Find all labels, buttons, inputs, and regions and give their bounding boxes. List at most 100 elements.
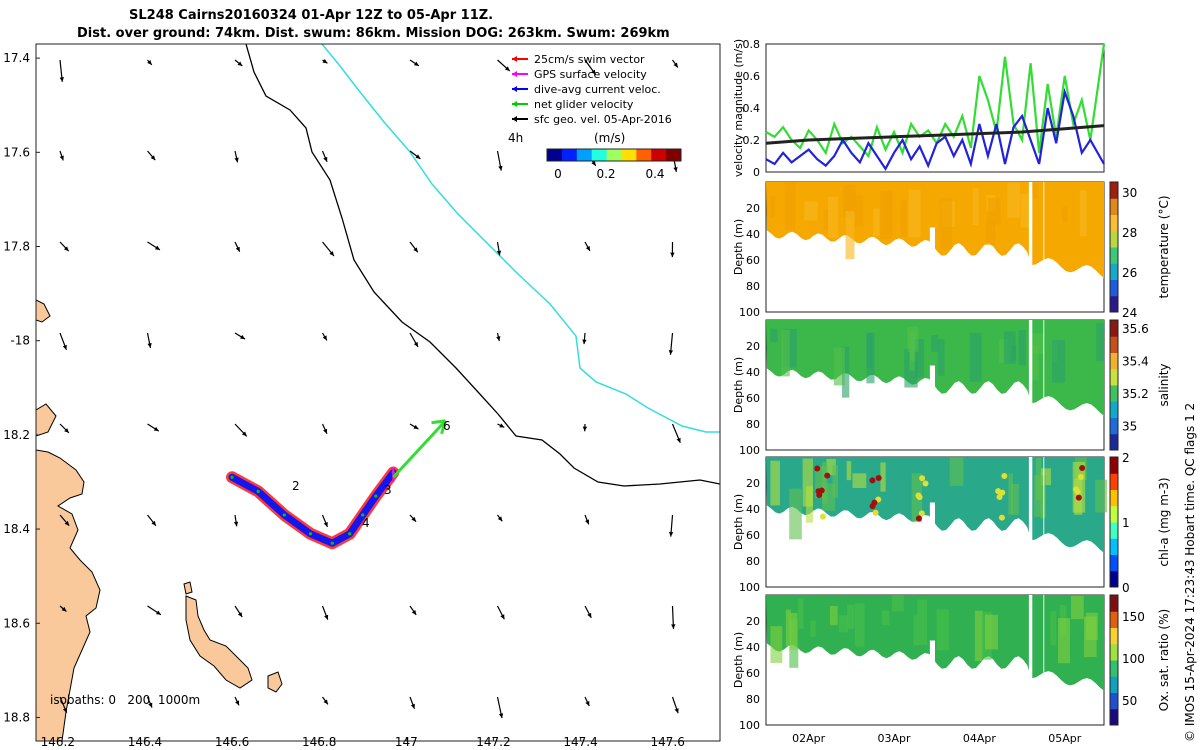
section-texture xyxy=(789,488,802,540)
colorbar-segment xyxy=(1110,230,1118,248)
depth-tick: 40 xyxy=(746,228,760,241)
depth-tick: 20 xyxy=(746,615,760,628)
section-texture xyxy=(936,609,949,651)
velocity-arrowhead xyxy=(411,610,417,615)
section-texture xyxy=(930,335,939,352)
depth-label: Depth (m) xyxy=(732,632,745,688)
velocity-panel-frame xyxy=(765,43,1105,173)
track-point xyxy=(308,532,313,536)
colorbar-segment xyxy=(591,149,608,161)
colorbar-segment xyxy=(1110,368,1118,386)
section-texture xyxy=(937,339,945,376)
chl-high-point xyxy=(919,475,926,482)
velocity-arrowhead xyxy=(585,245,590,251)
section-texture xyxy=(1030,345,1039,381)
section-texture xyxy=(770,328,778,343)
colorbar-segment xyxy=(1110,538,1118,555)
section-texture xyxy=(880,462,886,492)
island-north xyxy=(36,299,51,323)
velocity-arrowhead xyxy=(323,521,328,527)
legend-label: sfc geo. vel. 05-Apr-2016 xyxy=(534,113,672,126)
velocity-arrowhead xyxy=(59,155,64,161)
depth-tick: 40 xyxy=(746,641,760,654)
y-tick-label: 18.8 xyxy=(3,710,30,724)
section-texture xyxy=(770,195,776,218)
section-texture xyxy=(972,188,979,226)
velocity-arrowhead xyxy=(235,246,240,252)
depth-tick: 80 xyxy=(746,280,760,293)
depth-tick: 20 xyxy=(746,340,760,353)
section-texture xyxy=(873,208,880,237)
velocity-arrowhead xyxy=(496,336,501,342)
colorbar-segment xyxy=(1110,643,1118,661)
velocity-arrowhead xyxy=(323,156,328,162)
x-tick-label: 146.2 xyxy=(41,735,75,749)
chl-high-point xyxy=(996,494,1003,501)
colorbar-segment xyxy=(1110,433,1118,451)
track-point xyxy=(361,513,365,517)
isobath-1000m xyxy=(321,44,720,433)
colorbar-tick: 35.2 xyxy=(1122,387,1149,401)
velocity-arrowhead xyxy=(591,160,596,166)
colorbar-frame xyxy=(1109,319,1119,451)
velocity-y-tick: 0.6 xyxy=(743,70,761,83)
colorbar-segment xyxy=(1110,336,1118,353)
chl-high-point xyxy=(998,514,1005,521)
track-label: 3 xyxy=(384,483,392,497)
track-point xyxy=(282,513,286,517)
depth-tick: 60 xyxy=(746,254,760,267)
colorbar-unit: (m/s) xyxy=(594,131,625,145)
section-texture xyxy=(789,612,798,651)
colorbar-segment xyxy=(1110,320,1118,337)
section-texture xyxy=(804,201,818,221)
map-legend: 25cm/s swim vector GPS surface velocity di… xyxy=(508,53,682,181)
velocity-arrowhead xyxy=(673,62,678,68)
colorbar-segment xyxy=(1110,263,1118,280)
section-gap xyxy=(1043,595,1045,724)
velocity-arrowhead xyxy=(62,344,67,350)
velocity-arrowhead xyxy=(585,519,590,525)
section-texture xyxy=(1035,458,1042,501)
track-label: 6 xyxy=(443,419,451,433)
velocity-arrowhead xyxy=(323,428,328,434)
section-texture xyxy=(914,339,924,378)
section-gap xyxy=(929,502,935,586)
section-texture xyxy=(832,465,839,498)
section-texture xyxy=(913,615,918,646)
legend-swatch-head xyxy=(512,101,517,107)
y-tick-label: 18.2 xyxy=(3,428,30,442)
section-texture xyxy=(1051,340,1066,383)
depth-tick: 100 xyxy=(739,719,760,732)
section-texture xyxy=(770,626,783,663)
chl-high-point xyxy=(872,509,879,516)
section-gap xyxy=(1028,320,1033,449)
section-texture xyxy=(892,595,904,612)
colorbar-segment xyxy=(1110,692,1118,710)
colorbar-segment xyxy=(1110,198,1118,215)
velocity-arrowhead xyxy=(237,612,243,618)
velocity-arrowhead xyxy=(497,516,503,522)
velocity-arrowhead xyxy=(587,612,592,618)
chl-high-point xyxy=(814,465,821,472)
coastline-mainland xyxy=(36,449,101,741)
headland-upper xyxy=(36,403,57,437)
section-texture xyxy=(781,329,790,377)
section-texture xyxy=(847,604,855,630)
depth-tick: 40 xyxy=(746,366,760,379)
section-texture xyxy=(833,347,845,386)
y-tick-label: 18.4 xyxy=(3,522,30,536)
velocity-arrowhead xyxy=(237,61,243,66)
section-texture xyxy=(909,345,916,371)
chl-high-point xyxy=(824,472,831,479)
track-point xyxy=(230,475,234,479)
time-tick-label: 03Apr xyxy=(878,732,912,745)
velocity-arrowhead xyxy=(147,60,152,65)
track-point xyxy=(374,494,378,498)
chl-high-point xyxy=(871,499,878,506)
section-texture xyxy=(969,332,982,382)
colorbar-tick: 35.6 xyxy=(1122,322,1149,336)
colorbar-segment xyxy=(1110,417,1118,435)
section-texture xyxy=(985,614,998,650)
